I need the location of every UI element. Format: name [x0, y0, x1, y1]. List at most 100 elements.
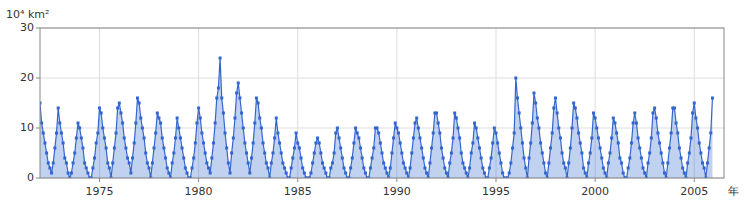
marker	[518, 112, 521, 115]
marker	[205, 162, 208, 165]
marker	[184, 167, 187, 170]
marker	[564, 167, 567, 170]
marker	[609, 152, 612, 155]
marker	[275, 117, 278, 120]
marker	[73, 152, 76, 155]
marker	[409, 167, 412, 170]
marker	[228, 172, 231, 175]
x-tick-label: 2005	[680, 185, 708, 198]
marker	[199, 117, 202, 120]
marker	[496, 142, 499, 145]
marker	[148, 167, 151, 170]
marker	[123, 137, 126, 140]
marker	[42, 132, 45, 135]
marker	[389, 167, 392, 170]
y-tick-label: 30	[20, 21, 34, 34]
marker	[410, 152, 413, 155]
marker	[106, 162, 109, 165]
marker	[448, 162, 451, 165]
area-fill	[40, 58, 712, 178]
marker	[556, 112, 559, 115]
plot-background	[40, 28, 724, 178]
marker	[465, 172, 468, 175]
marker	[257, 102, 260, 105]
marker	[133, 142, 136, 145]
marker	[521, 142, 524, 145]
marker	[562, 162, 565, 165]
marker	[630, 142, 633, 145]
marker	[197, 107, 200, 110]
marker	[258, 117, 261, 120]
marker	[131, 157, 134, 160]
marker	[354, 127, 357, 130]
marker	[452, 137, 455, 140]
marker	[509, 162, 512, 165]
marker	[81, 147, 84, 150]
marker	[404, 167, 407, 170]
marker	[324, 172, 327, 175]
marker	[316, 137, 319, 140]
y-tick-label: 0	[27, 171, 34, 184]
marker	[533, 92, 536, 95]
marker	[475, 127, 478, 130]
marker	[579, 142, 582, 145]
marker	[181, 147, 184, 150]
marker	[314, 142, 317, 145]
marker	[283, 167, 286, 170]
marker	[461, 162, 464, 165]
marker	[220, 97, 223, 100]
x-tick-label: 1975	[85, 185, 113, 198]
marker	[516, 97, 519, 100]
marker	[422, 157, 425, 160]
marker	[594, 117, 597, 120]
marker	[186, 172, 189, 175]
marker	[635, 122, 638, 125]
marker	[663, 172, 666, 175]
marker	[159, 122, 162, 125]
marker	[139, 117, 142, 120]
marker	[250, 157, 253, 160]
marker	[480, 157, 483, 160]
marker	[676, 132, 679, 135]
marker	[666, 162, 669, 165]
marker	[420, 147, 423, 150]
marker	[575, 117, 578, 120]
marker	[673, 107, 676, 110]
marker	[655, 117, 658, 120]
x-tick-label: 1995	[482, 185, 510, 198]
marker	[138, 102, 141, 105]
marker	[108, 167, 111, 170]
marker	[595, 127, 598, 130]
marker	[336, 127, 339, 130]
marker	[96, 132, 99, 135]
marker	[493, 127, 496, 130]
marker	[182, 157, 185, 160]
line	[40, 58, 712, 178]
marker	[414, 122, 417, 125]
marker	[456, 127, 459, 130]
marker	[60, 132, 63, 135]
marker	[57, 107, 60, 110]
marker	[531, 122, 534, 125]
y-tick	[36, 28, 40, 29]
marker	[423, 167, 426, 170]
marker	[105, 147, 108, 150]
marker	[255, 97, 258, 100]
marker	[253, 122, 256, 125]
marker	[369, 167, 372, 170]
marker	[195, 122, 198, 125]
marker	[488, 167, 491, 170]
marker	[637, 137, 640, 140]
marker	[154, 132, 157, 135]
marker	[678, 147, 681, 150]
marker	[134, 122, 137, 125]
marker	[313, 152, 316, 155]
marker	[243, 142, 246, 145]
marker	[706, 162, 709, 165]
marker	[523, 157, 526, 160]
y-tick	[36, 178, 40, 179]
marker	[111, 162, 114, 165]
marker	[296, 142, 299, 145]
marker	[597, 137, 600, 140]
x-tick	[297, 178, 298, 182]
